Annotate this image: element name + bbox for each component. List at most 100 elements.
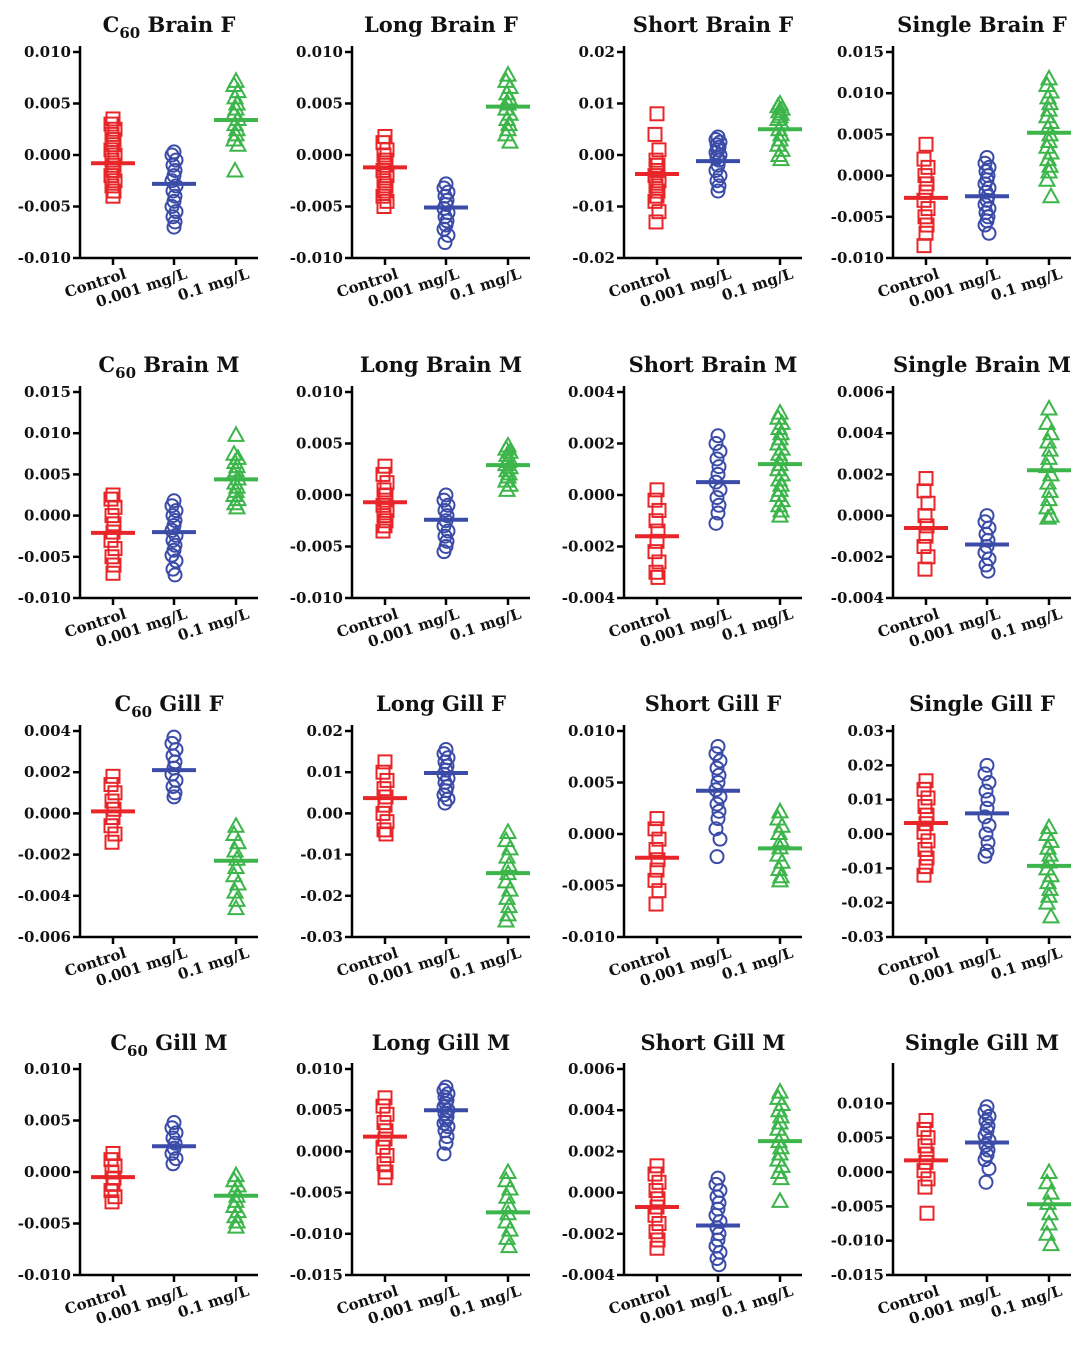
chart-title-text: Short Brain M xyxy=(629,352,798,377)
triangle-marker xyxy=(1041,1183,1061,1200)
square-marker xyxy=(918,773,934,789)
triangle-marker xyxy=(771,500,791,518)
triangle-marker xyxy=(770,1143,790,1161)
data-series xyxy=(424,742,468,811)
square-marker xyxy=(104,508,120,524)
square-marker xyxy=(104,834,120,850)
circle-marker xyxy=(977,1152,993,1168)
chart-panel: Single Gill M 0.010 0.005 0.000 -0.005 -0.010… xyxy=(831,1030,1071,1328)
circle-marker xyxy=(711,459,727,475)
square-marker xyxy=(916,238,932,254)
circle-marker xyxy=(439,508,455,524)
triangle-marker xyxy=(1040,440,1060,457)
y-tick-label: -0.005 xyxy=(18,548,71,566)
triangle-marker xyxy=(1037,1172,1057,1190)
data-series xyxy=(363,128,407,214)
square-marker xyxy=(649,482,665,498)
circle-marker xyxy=(711,497,727,513)
square-marker xyxy=(104,126,120,142)
y-tick-label: 0.010 xyxy=(296,43,343,61)
square-marker xyxy=(375,805,391,821)
data-series xyxy=(904,773,948,883)
square-marker xyxy=(648,178,664,194)
square-marker xyxy=(920,790,936,806)
square-marker xyxy=(104,549,120,565)
triangle-marker xyxy=(496,910,516,928)
triangle-marker xyxy=(224,444,244,461)
square-marker xyxy=(107,826,123,842)
y-tick-label: -0.002 xyxy=(562,538,615,556)
chart-title-text: Single Gill F xyxy=(909,691,1055,716)
square-marker xyxy=(919,850,935,866)
square-marker xyxy=(103,777,119,793)
square-marker xyxy=(920,495,936,511)
data-series xyxy=(696,129,740,199)
data-series xyxy=(214,1165,258,1234)
data-series xyxy=(696,428,740,531)
chart-panel: Long Brain M0.0100.0050.000-0.005-0.010C… xyxy=(290,352,530,651)
square-marker xyxy=(918,1154,934,1170)
square-marker xyxy=(649,188,665,204)
data-series xyxy=(965,1099,1009,1190)
square-marker xyxy=(105,768,121,784)
circle-marker xyxy=(977,217,993,233)
square-marker xyxy=(375,1098,391,1114)
triangle-marker xyxy=(1040,156,1060,173)
data-series xyxy=(1027,1162,1071,1252)
square-marker xyxy=(917,799,933,815)
triangle-marker xyxy=(771,149,791,167)
triangle-marker xyxy=(771,1168,791,1186)
y-tick-label: 0.03 xyxy=(847,722,884,740)
data-series xyxy=(214,71,258,178)
triangle-marker xyxy=(1041,186,1061,204)
y-tick-label: 0.000 xyxy=(837,167,884,185)
circle-marker xyxy=(977,848,993,864)
square-marker xyxy=(379,1148,395,1164)
chart-title: Single Brain M xyxy=(893,352,1071,377)
square-marker xyxy=(104,1194,120,1210)
triangle-marker xyxy=(227,890,247,907)
circle-marker xyxy=(167,567,183,583)
y-tick-label: 0.005 xyxy=(24,95,71,113)
square-marker xyxy=(920,201,936,217)
chart-title: Single Gill M xyxy=(905,1030,1059,1055)
y-tick-label: -0.02 xyxy=(300,887,343,905)
square-marker xyxy=(918,136,934,152)
circle-marker xyxy=(438,1135,454,1151)
y-tick-label: 0.02 xyxy=(306,722,343,740)
y-tick-label: -0.01 xyxy=(572,198,615,216)
y-tick-label: 0.004 xyxy=(568,383,615,401)
data-series xyxy=(486,1162,530,1254)
y-tick-label: 0.005 xyxy=(837,1129,884,1147)
y-tick-label: -0.005 xyxy=(831,1197,884,1215)
chart-title-text: Long Brain F xyxy=(364,12,518,37)
x-tick-label: 0.1 mg/L xyxy=(989,1282,1065,1322)
square-marker xyxy=(103,142,119,158)
triangle-marker xyxy=(497,480,517,497)
square-marker xyxy=(648,214,664,230)
square-marker xyxy=(919,176,935,192)
chart-title: C60 Brain F xyxy=(103,12,236,42)
circle-marker xyxy=(436,544,452,560)
data-series xyxy=(91,487,135,581)
square-marker xyxy=(651,142,667,158)
circle-marker xyxy=(710,428,726,444)
square-marker xyxy=(375,764,391,780)
square-marker xyxy=(377,754,393,770)
circle-marker xyxy=(981,775,997,790)
y-tick-label: 0.02 xyxy=(847,756,884,774)
square-marker xyxy=(375,497,391,513)
x-tick-label: 0.1 mg/L xyxy=(720,944,796,984)
x-tick-label: 0.1 mg/L xyxy=(720,265,796,305)
square-marker xyxy=(651,204,667,220)
square-marker xyxy=(379,814,395,830)
triangle-marker xyxy=(770,801,790,819)
triangle-marker xyxy=(771,866,791,884)
triangle-marker xyxy=(1040,93,1060,111)
y-tick-label: -0.010 xyxy=(290,249,343,267)
square-marker xyxy=(650,852,666,868)
square-marker xyxy=(107,1189,123,1205)
y-tick-label: -0.005 xyxy=(831,208,884,226)
chart-title: Short Brain M xyxy=(629,352,798,377)
circle-marker xyxy=(440,1119,456,1135)
